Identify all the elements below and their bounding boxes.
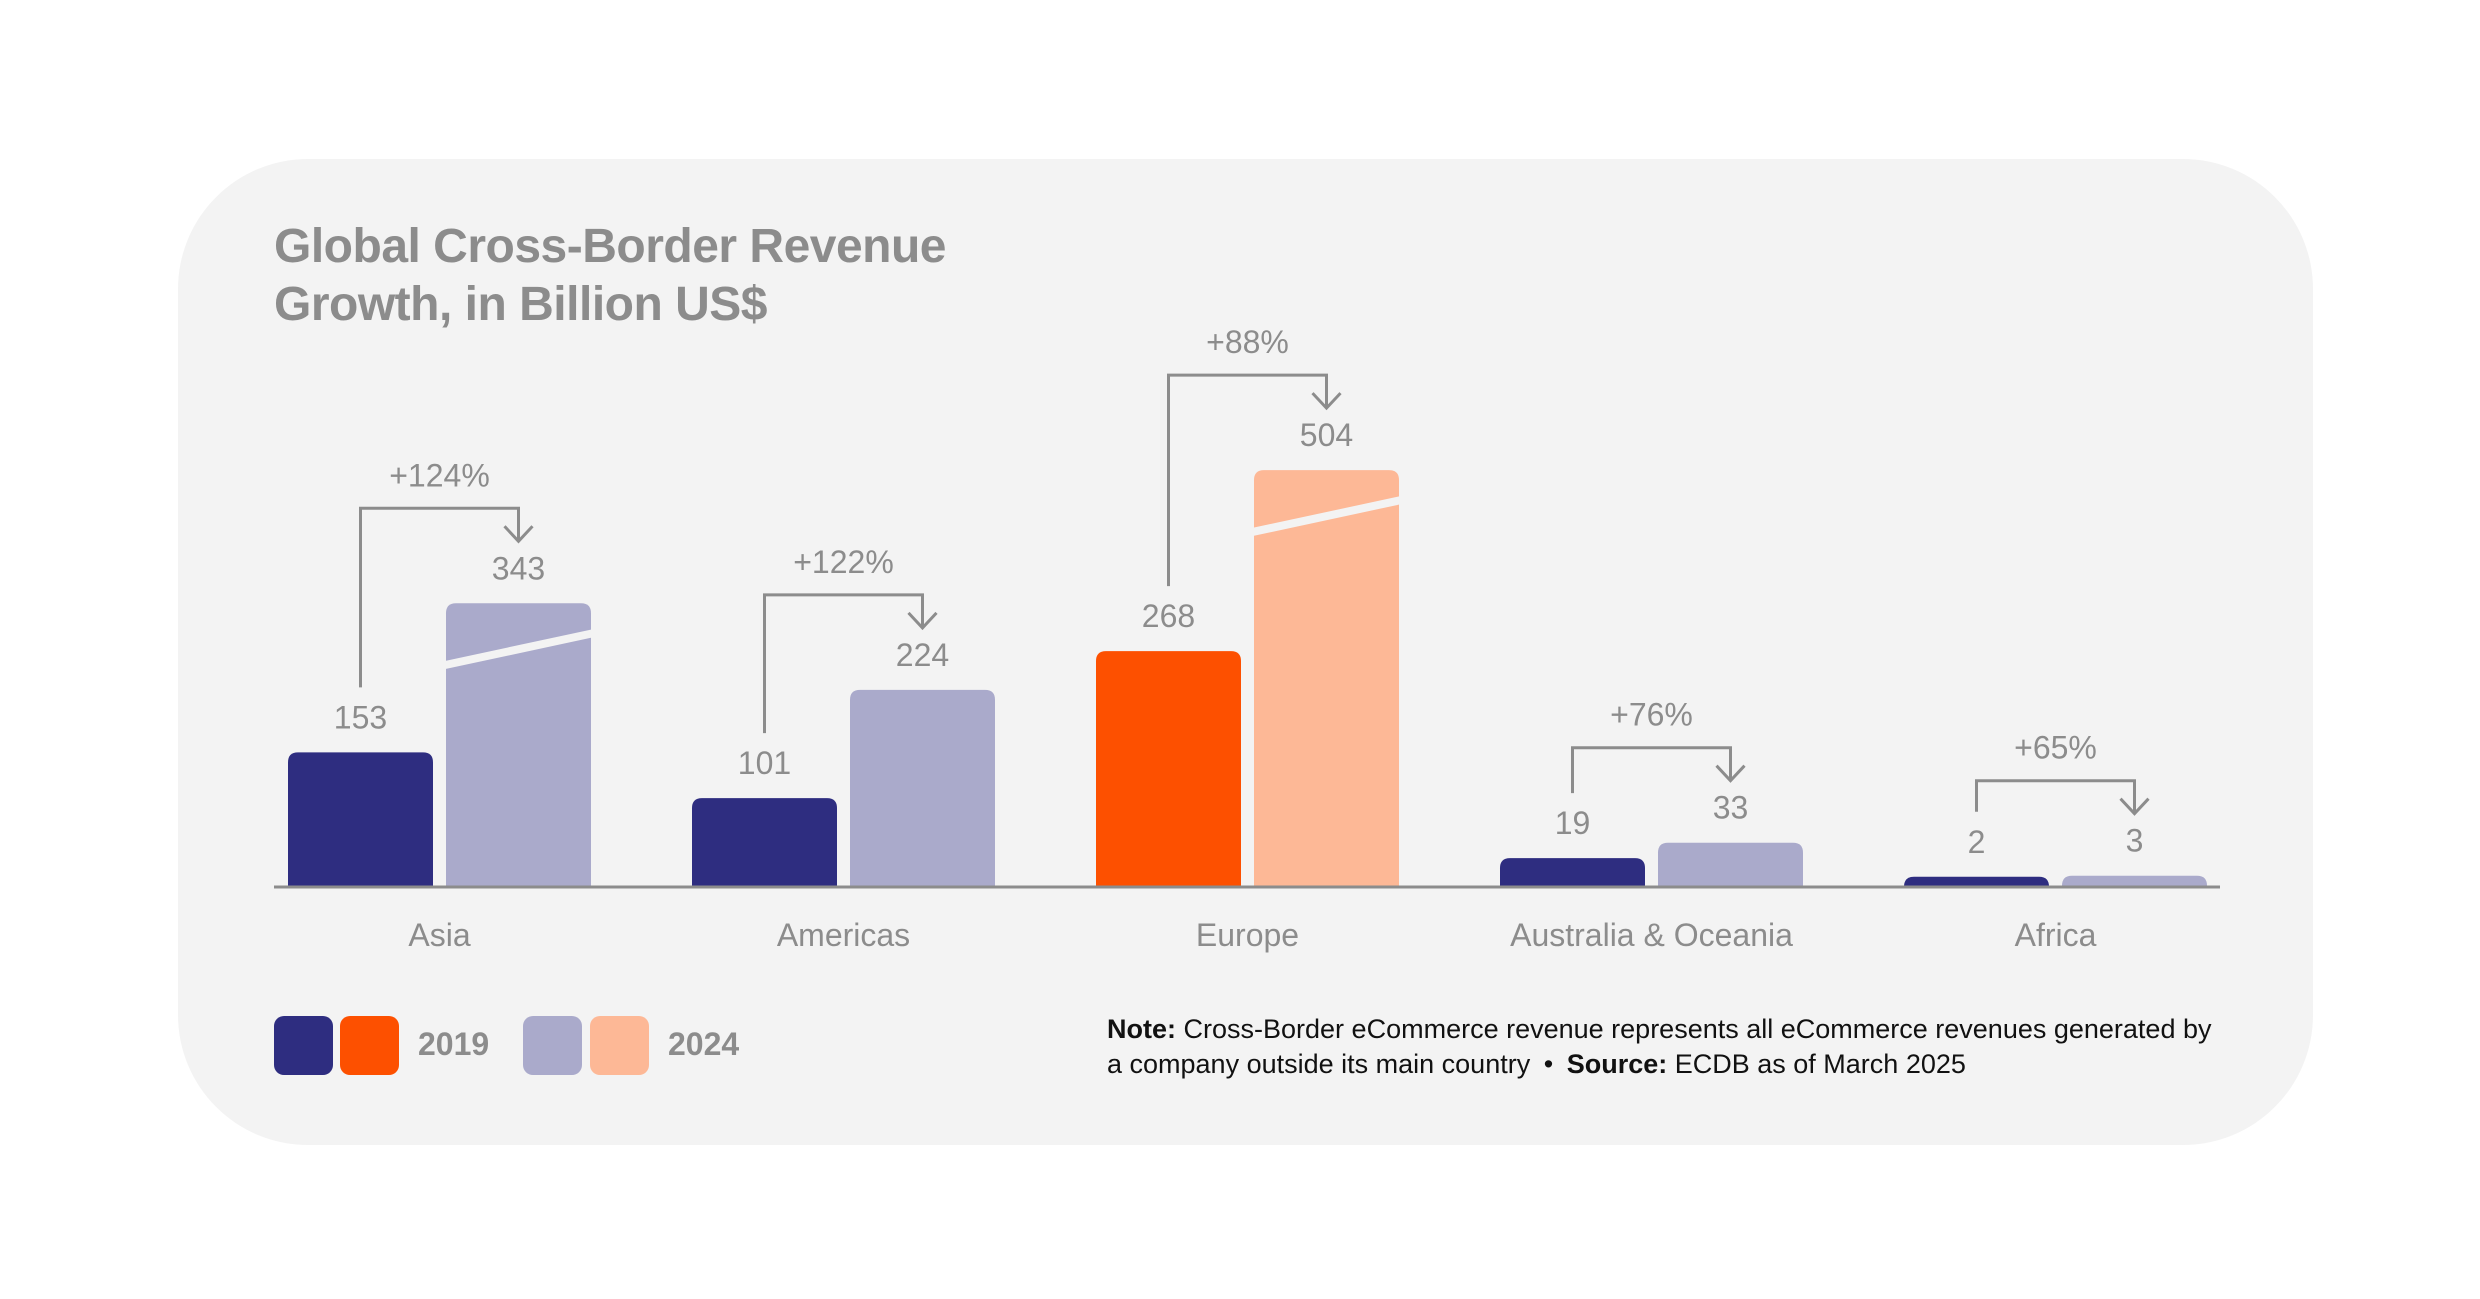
growth-bracket [359,506,520,688]
value-label: 3 [2126,823,2144,859]
bar-australia-oceania-2024 [1658,842,1803,887]
category-label: Australia & Oceania [1510,917,1793,953]
growth-label: +88% [1206,324,1289,360]
bar-africa-2019 [1904,876,2049,887]
value-label: 224 [896,637,949,673]
category-label: Asia [408,917,470,953]
bar-asia-2019 [288,752,433,887]
growth-label: +122% [793,544,894,580]
category-label: Europe [1196,917,1299,953]
arrow-down-icon [2119,797,2150,816]
chart-title-line-2: Growth, in Billion US$ [274,278,768,331]
note-text: Cross-Border eCommerce revenue represent… [1107,1014,2212,1079]
value-label: 504 [1300,417,1353,453]
separator: • [1543,1049,1554,1079]
arrow-down-icon [503,525,534,544]
bar-europe-2019 [1096,651,1241,887]
arrow-down-icon [907,611,938,631]
growth-bracket [1571,746,1732,794]
growth-bracket [763,593,924,734]
value-label: 33 [1713,790,1749,826]
legend-swatch-2019-highlight [340,1016,399,1075]
bar-australia-oceania-2019 [1500,858,1645,887]
category-label: Africa [2015,917,2097,953]
chart-title: Global Cross-Border Revenue Growth, in B… [274,218,947,334]
value-label: 101 [738,745,791,781]
source-text: ECDB as of March 2025 [1674,1049,1966,1079]
value-label: 2 [1968,824,1986,860]
legend-label-2024: 2024 [668,1026,740,1062]
growth-bracket [1975,779,2136,814]
legend-swatch-2024-default [523,1016,582,1075]
bar-asia-2024 [446,603,591,887]
value-label: 19 [1555,805,1591,841]
category-label: Americas [777,917,910,953]
value-label: 153 [334,699,387,735]
arrow-down-icon [1311,392,1342,411]
bar-europe-2024 [1254,470,1399,887]
bar-africa-2024 [2062,875,2207,887]
growth-bracket [1167,373,1328,587]
growth-label: +124% [389,457,490,493]
growth-label: +76% [1610,697,1693,733]
note-label: Note: [1107,1014,1176,1044]
legend-swatch-2024-highlight [590,1016,649,1075]
axis-break-mark [1251,496,1402,537]
bar-americas-2024 [850,689,995,887]
source-label: Source: [1566,1049,1668,1079]
legend-label-2019: 2019 [418,1026,490,1062]
axis-break-mark [443,629,594,670]
value-label: 268 [1142,598,1195,634]
value-label: 343 [492,550,545,586]
chart-title-line-1: Global Cross-Border Revenue [274,220,947,273]
arrow-down-icon [1715,764,1746,783]
legend-swatch-2019-default [274,1016,333,1075]
footnote: Note: Cross-Border eCommerce revenue rep… [1107,1012,2220,1082]
growth-label: +65% [2014,730,2097,766]
bar-americas-2019 [692,798,837,887]
